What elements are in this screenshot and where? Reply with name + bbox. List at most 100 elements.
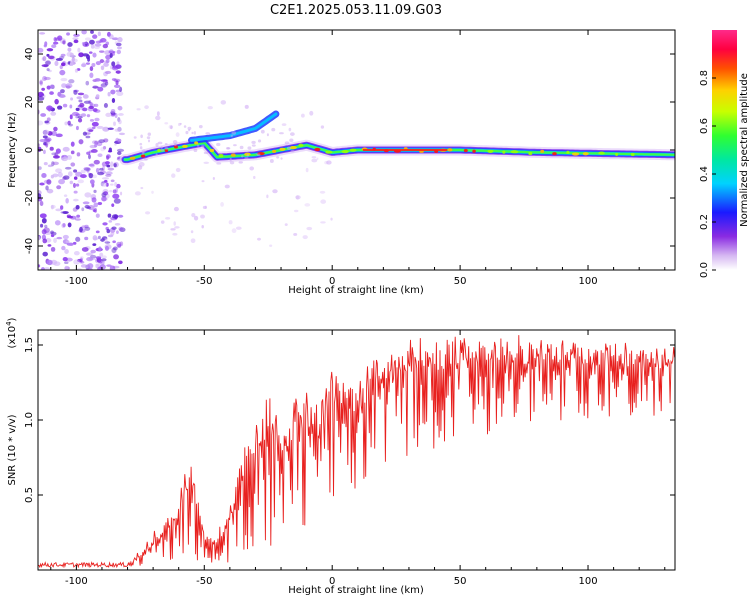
x-tick-label: 50 (454, 276, 467, 287)
noise-blob (73, 250, 80, 256)
spectrogram-ylabel: Frequency (Hz) (7, 112, 18, 188)
noise-blob (40, 113, 47, 117)
noise-blob (117, 46, 122, 50)
noise-blob (104, 237, 108, 243)
noise-blob (100, 82, 108, 88)
faint-speckle (172, 232, 178, 236)
noise-blob (60, 62, 66, 67)
noise-blob (88, 172, 92, 176)
noise-blob (46, 179, 52, 185)
faint-speckle (170, 228, 176, 231)
noise-blob (43, 267, 51, 270)
noise-blob (61, 245, 66, 251)
noise-blob (106, 31, 111, 37)
noise-blob (47, 244, 52, 247)
noise-blob (42, 251, 48, 257)
noise-blob (103, 71, 108, 77)
noise-blob (88, 105, 94, 110)
noise-blob (47, 164, 53, 168)
ridge-peak (447, 148, 453, 152)
faint-speckle (137, 165, 143, 170)
faint-speckle (272, 189, 278, 194)
noise-blob (42, 238, 48, 244)
noise-blob (88, 154, 91, 160)
noise-blob (91, 197, 97, 203)
noise-blob (108, 147, 112, 153)
faint-speckle (140, 186, 144, 190)
noise-blob (105, 171, 113, 175)
noise-blob (66, 32, 70, 36)
faint-speckle (201, 180, 205, 183)
noise-blob (95, 256, 102, 260)
noise-blob (53, 155, 60, 159)
near-ridge-speckle (256, 153, 261, 156)
noise-blob (111, 98, 116, 103)
x-tick-label: 0 (329, 276, 335, 287)
noise-blob (103, 102, 108, 108)
noise-blob (54, 98, 59, 105)
faint-speckle (296, 195, 299, 200)
noise-blob (83, 100, 91, 104)
noise-blob (95, 230, 100, 234)
spectrogram-xlabel: Height of straight line (km) (288, 285, 424, 296)
noise-blob (75, 204, 80, 210)
noise-blob (109, 265, 116, 270)
noise-blob (115, 64, 121, 69)
faint-speckle (175, 167, 181, 173)
noise-blob (41, 267, 45, 270)
noise-blob (54, 60, 59, 66)
noise-blob (43, 162, 48, 166)
noise-blob (114, 222, 121, 226)
ridge-peak (325, 150, 333, 154)
near-ridge-speckle (198, 124, 203, 129)
near-ridge-speckle (164, 142, 168, 146)
noise-blob (101, 255, 107, 259)
snr-axes: -100 -50 0 50 100 1.5 1.0 0.5 (24, 330, 675, 587)
near-ridge-speckle (240, 155, 244, 158)
noise-blob (113, 198, 121, 204)
faint-speckle (281, 123, 287, 126)
noise-blob (89, 118, 95, 122)
noise-blob (117, 138, 122, 143)
near-ridge-speckle (271, 127, 276, 132)
noise-blob (62, 103, 68, 108)
figure-title: C2E1.2025.053.11.09.G03 (270, 3, 442, 18)
noise-blob (78, 139, 84, 145)
noise-blob (77, 92, 85, 96)
faint-speckle (110, 231, 115, 236)
noise-blob (58, 179, 66, 185)
noise-blob (78, 52, 84, 58)
noise-blob (71, 57, 75, 62)
noise-blob (89, 66, 94, 72)
noise-blob (73, 39, 79, 44)
faint-speckle (269, 244, 273, 247)
faint-speckle (304, 203, 311, 207)
snr-frame (37, 329, 676, 571)
noise-blob (77, 47, 81, 53)
noise-blob (110, 113, 115, 117)
noise-blob (64, 121, 68, 126)
noise-blob (57, 105, 63, 110)
noise-blob (41, 229, 47, 235)
noise-blob (56, 185, 62, 190)
noise-blob (87, 57, 91, 62)
noise-blob (38, 235, 41, 241)
noise-blob (98, 39, 103, 44)
colorbar-gradient (712, 30, 737, 270)
noise-blob (72, 37, 79, 40)
near-ridge-speckle (230, 134, 233, 138)
noise-blob (80, 113, 87, 117)
noise-blob (74, 218, 81, 221)
near-ridge-speckle (139, 142, 143, 146)
noise-blob (81, 207, 85, 212)
snr-scale-label: (x104) (5, 317, 18, 348)
faint-speckle (284, 223, 288, 227)
noise-blob (92, 86, 100, 89)
near-ridge-speckle (160, 145, 163, 149)
noise-blob (92, 174, 97, 179)
ridge-peak (463, 148, 468, 153)
noise-blob (39, 79, 44, 82)
noise-blob (87, 204, 95, 211)
noise-blob (41, 64, 49, 67)
